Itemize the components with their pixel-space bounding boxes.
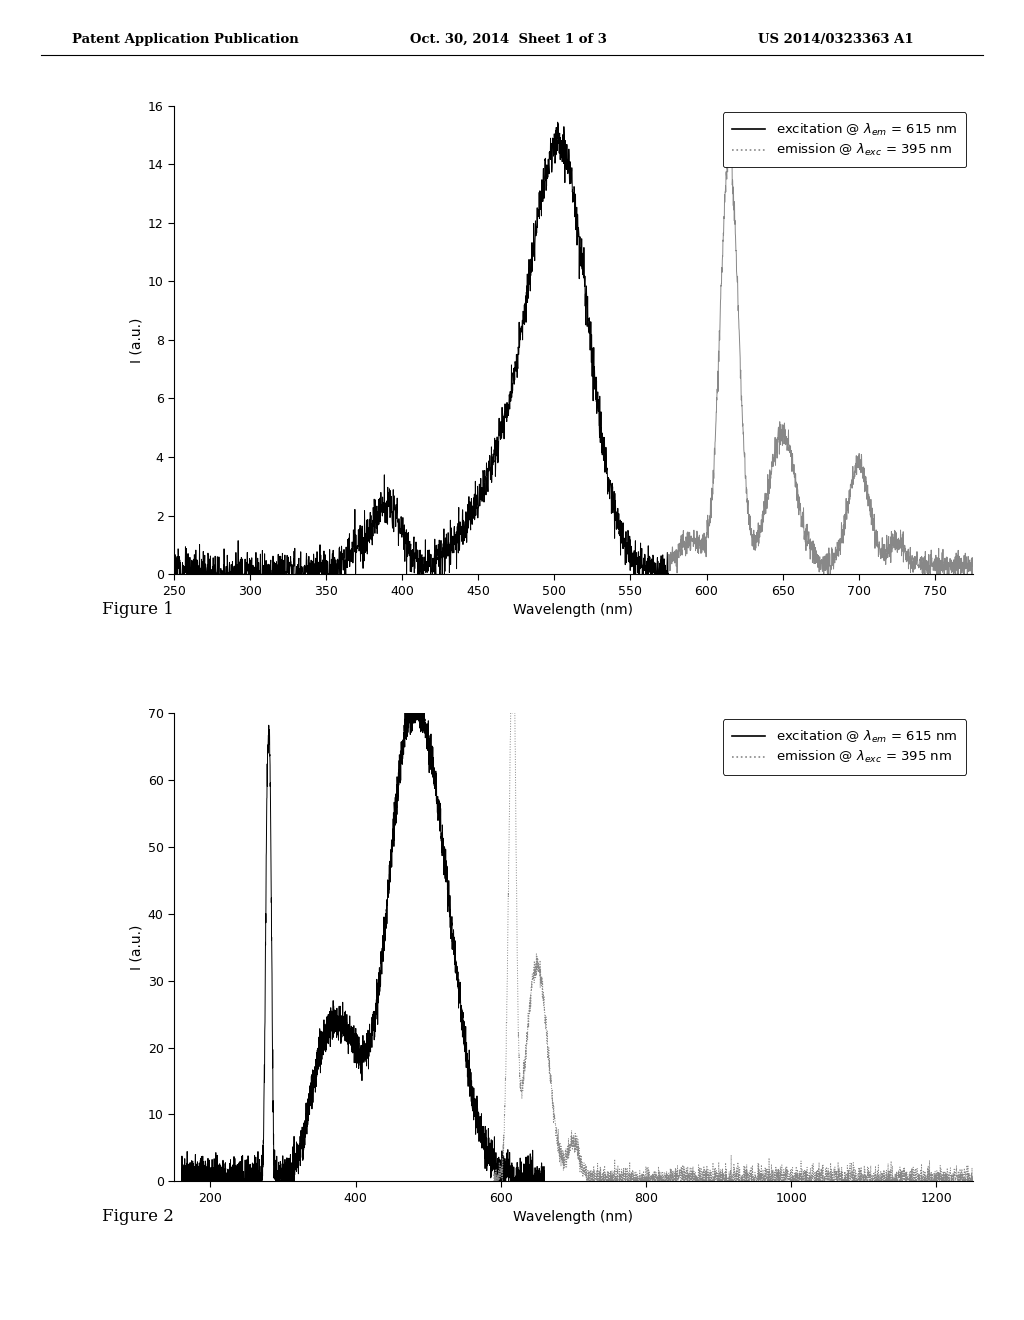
Y-axis label: I (a.u.): I (a.u.) xyxy=(129,924,143,970)
Text: Oct. 30, 2014  Sheet 1 of 3: Oct. 30, 2014 Sheet 1 of 3 xyxy=(410,33,606,46)
Legend: excitation @ $\lambda_{em}$ = 615 nm, emission @ $\lambda_{exc}$ = 395 nm: excitation @ $\lambda_{em}$ = 615 nm, em… xyxy=(723,719,967,775)
X-axis label: Wavelength (nm): Wavelength (nm) xyxy=(513,1210,634,1225)
Legend: excitation @ $\lambda_{em}$ = 615 nm, emission @ $\lambda_{exc}$ = 395 nm: excitation @ $\lambda_{em}$ = 615 nm, em… xyxy=(723,112,967,168)
Text: Figure 1: Figure 1 xyxy=(102,601,174,618)
Y-axis label: I (a.u.): I (a.u.) xyxy=(130,317,143,363)
Text: Patent Application Publication: Patent Application Publication xyxy=(72,33,298,46)
Text: Figure 2: Figure 2 xyxy=(102,1208,174,1225)
X-axis label: Wavelength (nm): Wavelength (nm) xyxy=(513,603,634,618)
Text: US 2014/0323363 A1: US 2014/0323363 A1 xyxy=(758,33,913,46)
